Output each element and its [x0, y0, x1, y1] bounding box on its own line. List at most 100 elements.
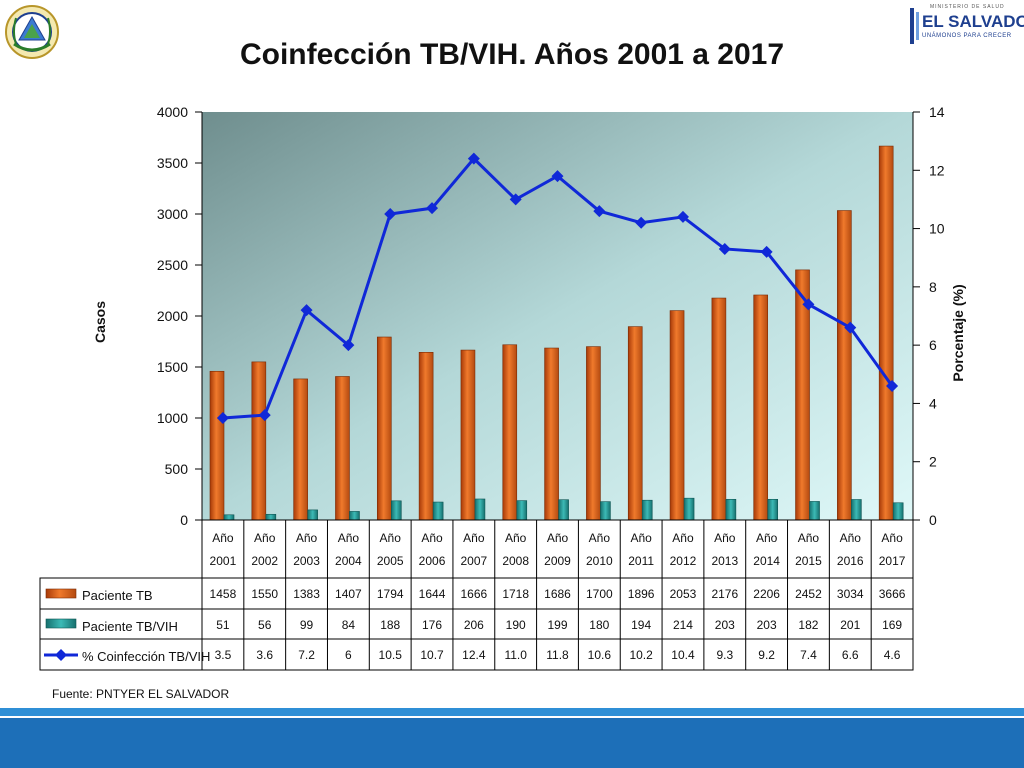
category-label: Año [840, 531, 862, 545]
category-year: 2001 [210, 554, 237, 568]
tick-label-right: 4 [929, 395, 937, 411]
point-coinfeccion [802, 298, 815, 311]
table-cell: 11.8 [546, 648, 569, 662]
table-cell: 203 [715, 618, 735, 632]
table-cell: 1686 [544, 587, 571, 601]
category-year: 2008 [502, 554, 529, 568]
tick-label-left: 2000 [157, 308, 188, 324]
category-year: 2017 [879, 554, 906, 568]
legend-label-tb-vih: Paciente TB/VIH [82, 619, 178, 634]
table-cell: 6 [345, 648, 352, 662]
point-coinfeccion [886, 379, 899, 392]
category-label: Año [380, 531, 402, 545]
bar-paciente-tb-vih [767, 498, 779, 521]
table-cell: 10.2 [629, 648, 653, 662]
bar-paciente-tb [209, 370, 225, 521]
category-year: 2011 [628, 554, 654, 568]
bar-paciente-tb [544, 347, 559, 521]
table-cell: 3.6 [256, 648, 273, 662]
point-coinfeccion [551, 170, 564, 183]
bar-paciente-tb-vih [265, 513, 277, 521]
table-cell: 176 [422, 618, 442, 632]
table-cell: 2452 [795, 587, 822, 601]
table-cell: 180 [589, 618, 609, 632]
point-coinfeccion [760, 245, 773, 258]
category-year: 2005 [377, 554, 404, 568]
table-cell: 1794 [377, 587, 404, 601]
table-cell: 1644 [419, 587, 446, 601]
category-year: 2014 [753, 554, 780, 568]
table-cell: 10.5 [379, 648, 403, 662]
tick-label-left: 3500 [157, 155, 188, 171]
tick-label-left: 3000 [157, 206, 188, 222]
point-coinfeccion [676, 210, 689, 223]
bar-paciente-tb [418, 352, 434, 521]
table-cell: 1407 [335, 587, 362, 601]
category-year: 2015 [795, 554, 822, 568]
point-coinfeccion [300, 304, 313, 317]
table-cell: 84 [342, 618, 356, 632]
table-cell: 214 [673, 618, 693, 632]
table-cell: 51 [216, 618, 230, 632]
data-table [39, 577, 914, 671]
tick-label-right: 2 [929, 454, 937, 470]
bar-paciente-tb [711, 297, 727, 521]
footer-band [0, 718, 1024, 768]
point-coinfeccion [844, 321, 857, 334]
table-cell: 2053 [670, 587, 697, 601]
bar-paciente-tb [753, 294, 769, 521]
bar-paciente-tb-vih [307, 509, 318, 521]
bar-paciente-tb-vih [809, 501, 820, 521]
category-label: Año [881, 531, 903, 545]
tick-label-left: 500 [165, 461, 189, 477]
coat-of-arms-logo [4, 4, 60, 60]
table-cell: 3034 [837, 587, 864, 601]
table-cell: 169 [882, 618, 902, 632]
legend-label-tb: Paciente TB [82, 588, 153, 603]
category-year: 2016 [837, 554, 864, 568]
source-note: Fuente: PNTYER EL SALVADOR [52, 687, 230, 701]
bar-paciente-tb [627, 326, 643, 521]
tick-label-right: 10 [929, 221, 945, 237]
table-cell: 7.4 [800, 648, 817, 662]
table-cell: 9.2 [758, 648, 775, 662]
bar-paciente-tb-vih [432, 501, 444, 521]
tick-label-right: 14 [929, 104, 945, 120]
category-year: 2006 [419, 554, 446, 568]
bar-paciente-tb [293, 378, 308, 521]
category-year: 2004 [335, 554, 362, 568]
category-label: Año [798, 531, 820, 545]
point-coinfeccion [426, 202, 439, 215]
category-label: Año [589, 531, 611, 545]
table-cell: 2176 [711, 587, 738, 601]
category-year: 2007 [461, 554, 488, 568]
bar-paciente-tb-vih [223, 514, 235, 521]
bar-paciente-tb [251, 361, 267, 521]
bar-paciente-tb-vih [516, 500, 528, 521]
point-coinfeccion [635, 216, 648, 229]
category-label: Año [672, 531, 694, 545]
tick-label-right: 8 [929, 279, 937, 295]
point-coinfeccion [258, 409, 271, 422]
point-coinfeccion [509, 193, 522, 206]
tick-label-left: 1500 [157, 359, 188, 375]
category-year: 2003 [293, 554, 320, 568]
table-cell: 10.6 [588, 648, 612, 662]
category-year: 2013 [711, 554, 738, 568]
bar-paciente-tb [837, 210, 852, 521]
table-cell: 1700 [586, 587, 613, 601]
table-cell: 203 [757, 618, 777, 632]
table-cell: 1458 [210, 587, 237, 601]
bar-paciente-tb [460, 349, 476, 521]
table-cell: 3666 [879, 587, 906, 601]
category-label: Año [756, 531, 778, 545]
category-label: Año [463, 531, 485, 545]
table-cell: 1383 [293, 587, 320, 601]
bar-paciente-tb-vih [474, 498, 486, 521]
category-label: Año [296, 531, 318, 545]
category-label: Año [505, 531, 527, 545]
table-cell: 12.4 [462, 648, 486, 662]
point-coinfeccion [593, 205, 606, 218]
table-cell: 194 [631, 618, 651, 632]
el-salvador-health-logo: MINISTERIO DE SALUD EL SALVADOR UNÁMONOS… [908, 2, 1024, 50]
